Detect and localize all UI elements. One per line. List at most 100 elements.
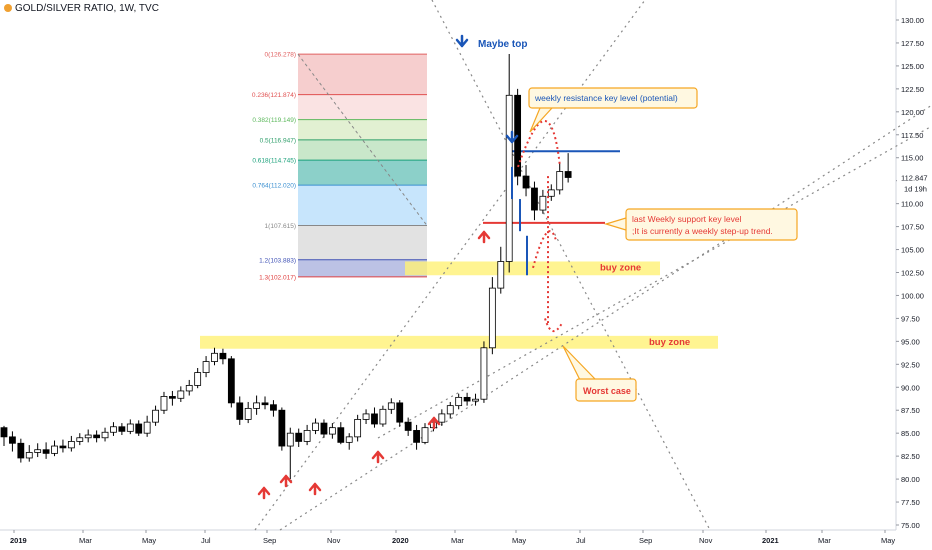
symbol-dot-icon [4,4,12,12]
candle-body [219,352,227,360]
candle-body [371,413,378,425]
trend-line-support [377,125,932,439]
y-tick-label: 105.00 [901,246,924,255]
candle-body [236,402,244,420]
candle-body [67,441,75,449]
candle-body [421,427,429,443]
candle-body [446,405,454,415]
candle-body [160,396,168,411]
worst-case-text: Worst case [583,386,631,396]
callout-pointer [603,217,627,231]
candle-body [76,437,84,442]
candle-body [135,423,143,434]
support-arrow-up-icon [477,230,491,244]
buy-zone-lower-label: buy zone [649,337,690,348]
candle-body [253,402,261,409]
candle-body [337,427,345,443]
x-tick-label: 2021 [762,536,779,545]
x-tick-label: Nov [327,536,341,545]
support-arrow-up-icon [371,450,385,464]
fib-band [298,94,427,120]
candle-body [93,434,101,439]
y-tick-label: 110.00 [901,200,923,209]
support-arrow-up-icon [257,486,271,500]
fib-level-label: 1.3(102.017) [259,274,296,281]
fib-level-label: 0.764(112.020) [252,183,296,190]
candle-body [0,427,8,438]
countdown-label: 1d 19h [904,184,927,193]
worst-case-callout-box [575,378,637,402]
candle-body [185,385,193,392]
candle-body [34,449,42,453]
candle-body [168,396,176,399]
projection-arc [517,119,561,168]
candle-body [152,409,159,423]
support-arrow-up-icon [427,416,441,430]
y-tick-label: 87.50 [901,406,920,415]
fib-band [298,225,427,260]
top-arrow-down-icon [455,34,469,48]
symbol-label: GOLD/SILVER RATIO, 1W, TVC [15,3,159,14]
x-tick-label: Mar [818,536,831,545]
callout-pointer [529,107,553,133]
x-tick-label: Mar [451,536,464,545]
resistance-arrow-down-icon [505,130,519,144]
projection-arc [544,318,563,333]
fib-level-label: 0.618(114.745) [252,158,296,165]
y-tick-label: 125.00 [901,62,924,71]
candle-body [396,402,404,423]
y-tick-label: 120.00 [901,108,924,117]
y-tick-label: 127.50 [901,39,924,48]
fib-level-label: 0(126.278) [265,52,296,59]
candle-body [522,175,530,189]
candle-body [480,347,488,400]
candle-body [556,171,564,191]
candle-body [286,432,294,447]
maybe-top-label: Maybe top [478,39,527,50]
support-arrow-up-icon [308,482,322,496]
candle-body [59,445,67,449]
buy-zone-rect [200,335,718,349]
y-tick-label: 100.00 [901,291,924,300]
y-tick-label: 102.50 [901,269,924,278]
fib-band [298,119,427,140]
buy-zone-rect [405,261,660,276]
y-tick-label: 107.50 [901,223,924,232]
candle-body [42,449,50,454]
candle-body [17,442,25,459]
symbol-header: GOLD/SILVER RATIO, 1W, TVC [4,3,159,14]
x-tick-label: May [881,536,895,545]
candle-body [413,430,420,443]
resistance-callout-box [528,87,698,109]
candle-body [9,436,16,444]
fib-level-label: 1.2(103.883) [259,257,296,264]
support-callout-line1: last Weekly support key level [632,214,742,224]
candle-body [303,430,311,442]
y-tick-label: 92.50 [901,360,920,369]
candle-body [211,352,218,362]
candle-body [547,189,555,197]
y-tick-label: 115.00 [901,154,923,163]
x-tick-label: May [512,536,526,545]
candle-body [51,445,58,454]
x-tick-label: 2019 [10,536,27,545]
y-tick-label: 95.00 [901,337,920,346]
trend-line-steep [254,0,646,531]
y-tick-label: 75.00 [901,521,920,530]
fib-band [298,185,427,226]
y-tick-label: 97.50 [901,314,920,323]
x-tick-label: Sep [263,536,276,545]
callout-pointer [562,345,597,381]
fib-band [298,54,427,95]
y-tick-label: 117.50 [901,131,923,140]
fib-level-label: 0.5(116.947) [260,137,296,144]
trend-line-mid [279,104,932,531]
candle-body [438,413,446,423]
resistance-callout-text: weekly resistance key level (potential) [534,93,678,103]
y-tick-label: 90.00 [901,383,920,392]
trend-line-down [431,0,711,531]
y-tick-label: 80.00 [901,475,920,484]
y-tick-label: 77.50 [901,498,920,507]
candle-body [472,398,479,402]
